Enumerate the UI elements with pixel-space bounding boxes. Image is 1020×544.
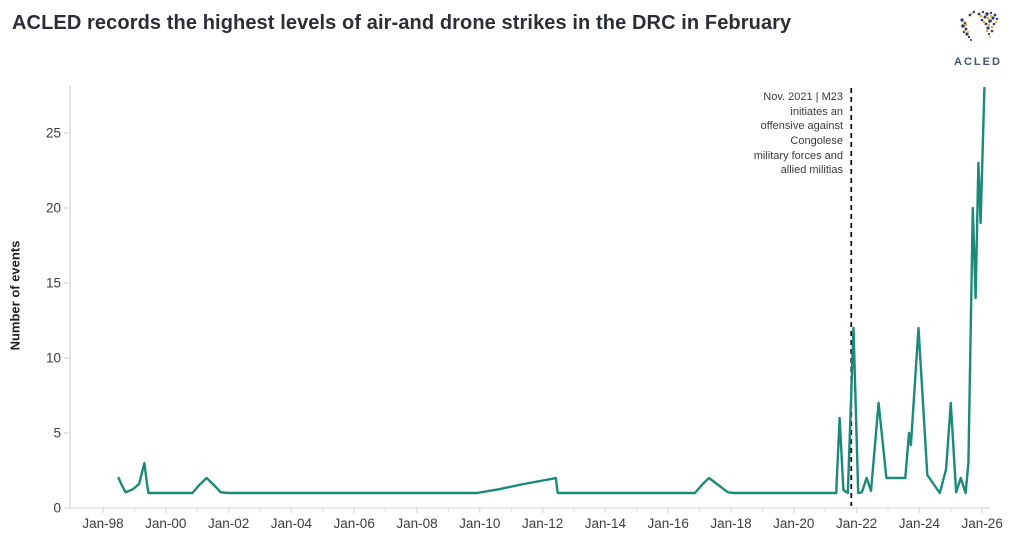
strikes-data-line [117,86,986,495]
acled-logo-text: ACLED [954,56,1002,68]
y-tick-label: 25 [46,126,61,141]
x-tick-label: Jan-00 [145,516,186,531]
x-tick-label: Jan-18 [710,516,751,531]
x-tick-label: Jan-20 [773,516,814,531]
x-tick-label: Jan-14 [585,516,627,531]
annotation-text: Nov. 2021 | M23 initiates an offensive a… [753,91,843,177]
x-tick-label: Jan-16 [648,516,689,531]
x-tick-label: Jan-04 [271,516,313,531]
x-tick-label: Jan-06 [334,516,375,531]
page-title: ACLED records the highest levels of air-… [12,12,792,34]
x-tick-label: Jan-12 [522,516,563,531]
y-tick-label: 0 [53,501,61,516]
y-tick-label: 5 [53,426,61,441]
x-tick-label: Jan-98 [82,516,123,531]
y-tick-label: 20 [46,201,61,216]
acled-globe-icon [960,10,999,41]
x-tick-label: Jan-02 [208,516,249,531]
x-tick-label: Jan-10 [459,516,500,531]
x-tick-label: Jan-22 [836,516,877,531]
x-tick-label: Jan-26 [962,516,1003,531]
x-tick-label: Jan-08 [396,516,437,531]
y-tick-label: 15 [46,276,61,291]
x-tick-label: Jan-24 [899,516,941,531]
y-tick-label: 10 [46,351,61,366]
acled-logo: ACLED [950,6,1006,68]
